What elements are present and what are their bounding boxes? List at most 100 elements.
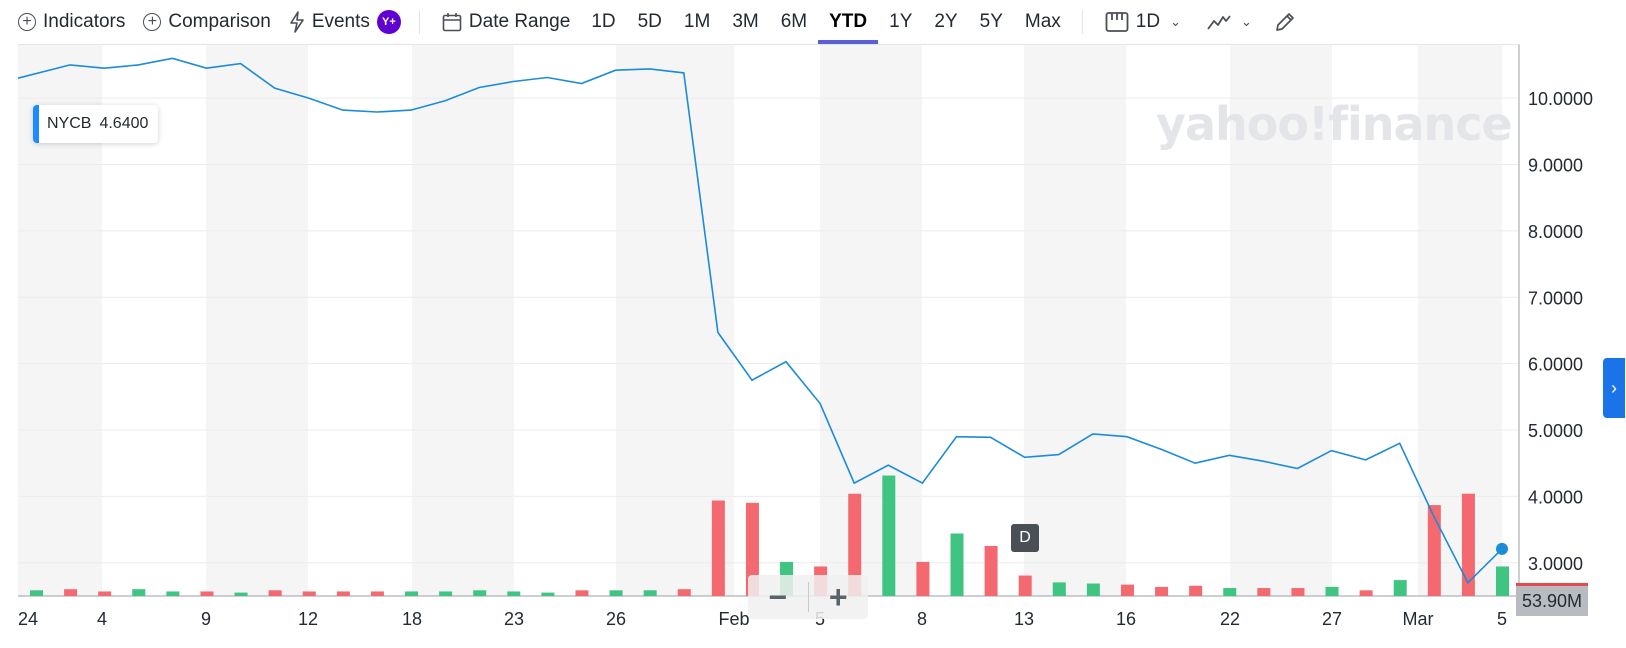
expand-panel-button[interactable]: › xyxy=(1603,358,1625,418)
volume-bar xyxy=(1496,566,1509,596)
chart-area[interactable]: 10.0000 9.0000 8.0000 7.0000 6.0000 5.0000 4.0… xyxy=(0,45,1626,648)
volume-bar xyxy=(1155,586,1169,596)
interval-dropdown[interactable]: 1D ⌄ xyxy=(1105,0,1181,44)
volume-bar xyxy=(1427,505,1441,596)
zoom-out-button[interactable]: − xyxy=(768,578,788,615)
x-tick-label: 16 xyxy=(1116,609,1136,629)
x-tick-label: 9 xyxy=(201,609,211,629)
x-tick-label: 5 xyxy=(1497,609,1507,629)
range-3m[interactable]: 3M xyxy=(732,11,759,32)
range-5y[interactable]: 5Y xyxy=(979,11,1003,32)
y-tick-label: 8.0000 xyxy=(1528,222,1583,242)
range-5d[interactable]: 5D xyxy=(637,11,662,32)
volume-bar xyxy=(1325,586,1339,596)
volume-bar xyxy=(1461,493,1475,596)
volume-bar xyxy=(916,561,930,596)
volume-bar xyxy=(268,590,282,596)
volume-bar xyxy=(336,591,350,596)
zoom-controls: − + xyxy=(748,575,868,619)
volume-bar xyxy=(575,590,589,596)
chevron-right-icon: › xyxy=(1611,377,1617,398)
pencil-icon xyxy=(1276,13,1294,31)
week-band xyxy=(412,45,514,596)
x-tick-label: 5 xyxy=(815,609,825,629)
volume-bar xyxy=(166,591,180,596)
x-tick-label: 22 xyxy=(1220,609,1240,629)
interval-label: 1D xyxy=(1135,11,1161,32)
week-band xyxy=(1230,45,1332,596)
range-ytd[interactable]: YTD xyxy=(818,0,879,44)
volume-bar xyxy=(643,590,657,596)
volume-bar xyxy=(370,591,384,596)
ticker-price: 4.6400 xyxy=(99,115,149,132)
volume-bar xyxy=(541,592,555,596)
x-tick-label: 27 xyxy=(1322,609,1342,629)
range-1y[interactable]: 1Y xyxy=(889,11,913,32)
range-1m[interactable]: 1M xyxy=(683,11,711,32)
week-band xyxy=(820,45,922,596)
range-1d[interactable]: 1D xyxy=(591,11,616,32)
volume-bar xyxy=(848,493,862,596)
volume-bar xyxy=(1257,588,1271,596)
background-bands xyxy=(18,45,1502,596)
y-tick-label: 7.0000 xyxy=(1528,288,1583,308)
lightning-icon xyxy=(290,11,304,33)
volume-bar xyxy=(1086,583,1100,596)
y-tick-label: 3.0000 xyxy=(1528,554,1583,574)
range-max[interactable]: Max xyxy=(1024,11,1061,32)
volume-bar xyxy=(234,592,248,596)
volume-bar xyxy=(984,546,998,596)
date-range-button[interactable]: Date Range xyxy=(442,0,570,44)
volume-bar xyxy=(405,591,419,596)
volume-bar xyxy=(473,590,487,596)
chart-type-dropdown[interactable]: ⌄ xyxy=(1207,0,1252,44)
volume-bar xyxy=(1120,584,1134,596)
draw-tool-button[interactable] xyxy=(1274,0,1296,44)
indicators-button[interactable]: + Indicators xyxy=(18,0,125,44)
x-tick-label: 23 xyxy=(504,609,524,629)
range-6m[interactable]: 6M xyxy=(780,11,808,32)
y-tick-label: 6.0000 xyxy=(1528,355,1583,375)
x-tick-label: Mar xyxy=(1403,609,1434,629)
volume-value-label: 53.90M xyxy=(1516,583,1589,616)
volume-bar xyxy=(302,591,316,596)
last-price-dot xyxy=(1496,542,1508,555)
y-tick-label: 10.0000 xyxy=(1528,89,1593,109)
zoom-in-button[interactable]: + xyxy=(828,578,848,615)
volume-bar xyxy=(132,589,146,596)
events-label: Events xyxy=(311,11,370,32)
volume-bar xyxy=(1052,582,1066,596)
week-band xyxy=(206,45,308,596)
line-chart-icon xyxy=(1207,15,1231,30)
y-axis-labels: 10.0000 9.0000 8.0000 7.0000 6.0000 5.0000 4.0… xyxy=(1528,89,1593,574)
plus-circle-icon: + xyxy=(143,13,162,31)
volume-bar xyxy=(745,502,759,596)
yahoo-finance-watermark: yahoo!finance xyxy=(1156,97,1513,151)
ticker-price-badge: NYCB 4.6400 xyxy=(33,105,159,143)
events-button[interactable]: Events Y+ xyxy=(289,0,401,44)
range-2y[interactable]: 2Y xyxy=(934,11,958,32)
volume-bar xyxy=(200,591,214,596)
toolbar-bottom-border xyxy=(18,44,1520,45)
volume-bar xyxy=(1223,588,1237,596)
volume-bar xyxy=(1359,590,1373,596)
toolbar-divider xyxy=(1081,10,1083,34)
x-tick-label: 26 xyxy=(606,609,626,629)
week-band xyxy=(1418,45,1502,596)
ticker-symbol: NYCB xyxy=(47,115,92,132)
comparison-button[interactable]: + Comparison xyxy=(143,0,271,44)
chevron-down-icon: ⌄ xyxy=(1170,14,1181,29)
dividend-event-marker[interactable]: D xyxy=(1011,524,1039,552)
indicators-label: Indicators xyxy=(43,11,126,32)
price-chart[interactable]: 10.0000 9.0000 8.0000 7.0000 6.0000 5.0000 4.0… xyxy=(0,45,1626,648)
volume-bar xyxy=(439,591,453,596)
y-tick-label: 4.0000 xyxy=(1528,487,1583,507)
x-tick-label: 18 xyxy=(402,609,422,629)
x-tick-label: 8 xyxy=(917,609,927,629)
volume-bar xyxy=(677,589,691,596)
toolbar-divider xyxy=(418,10,420,34)
candle-interval-icon xyxy=(1105,12,1129,32)
y-tick-label: 9.0000 xyxy=(1528,155,1583,175)
volume-bar xyxy=(1189,585,1203,596)
x-tick-label: 24 xyxy=(18,609,38,629)
